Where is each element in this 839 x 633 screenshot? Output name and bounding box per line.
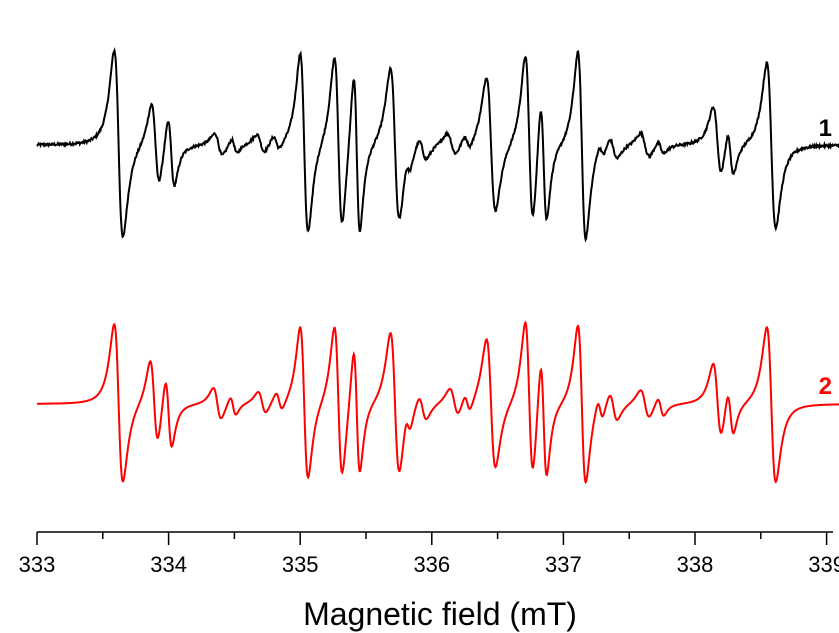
series-label-1: 1 [819, 115, 832, 142]
series-label-2: 2 [819, 373, 832, 400]
x-tick-label: 334 [150, 552, 187, 577]
x-tick-label: 335 [282, 552, 319, 577]
x-tick-label: 338 [677, 552, 714, 577]
x-tick-label: 337 [545, 552, 582, 577]
series-line-1 [36, 47, 839, 243]
x-axis-ticks: 333 334 335 336 337 338 339 [19, 532, 839, 577]
x-axis-label: Magnetic field (mT) [303, 596, 577, 632]
x-tick-label: 333 [19, 552, 56, 577]
series-line-2 [37, 320, 839, 485]
x-tick-label: 339 [808, 552, 839, 577]
series-layer: 12 [36, 47, 839, 485]
x-tick-label: 336 [413, 552, 450, 577]
